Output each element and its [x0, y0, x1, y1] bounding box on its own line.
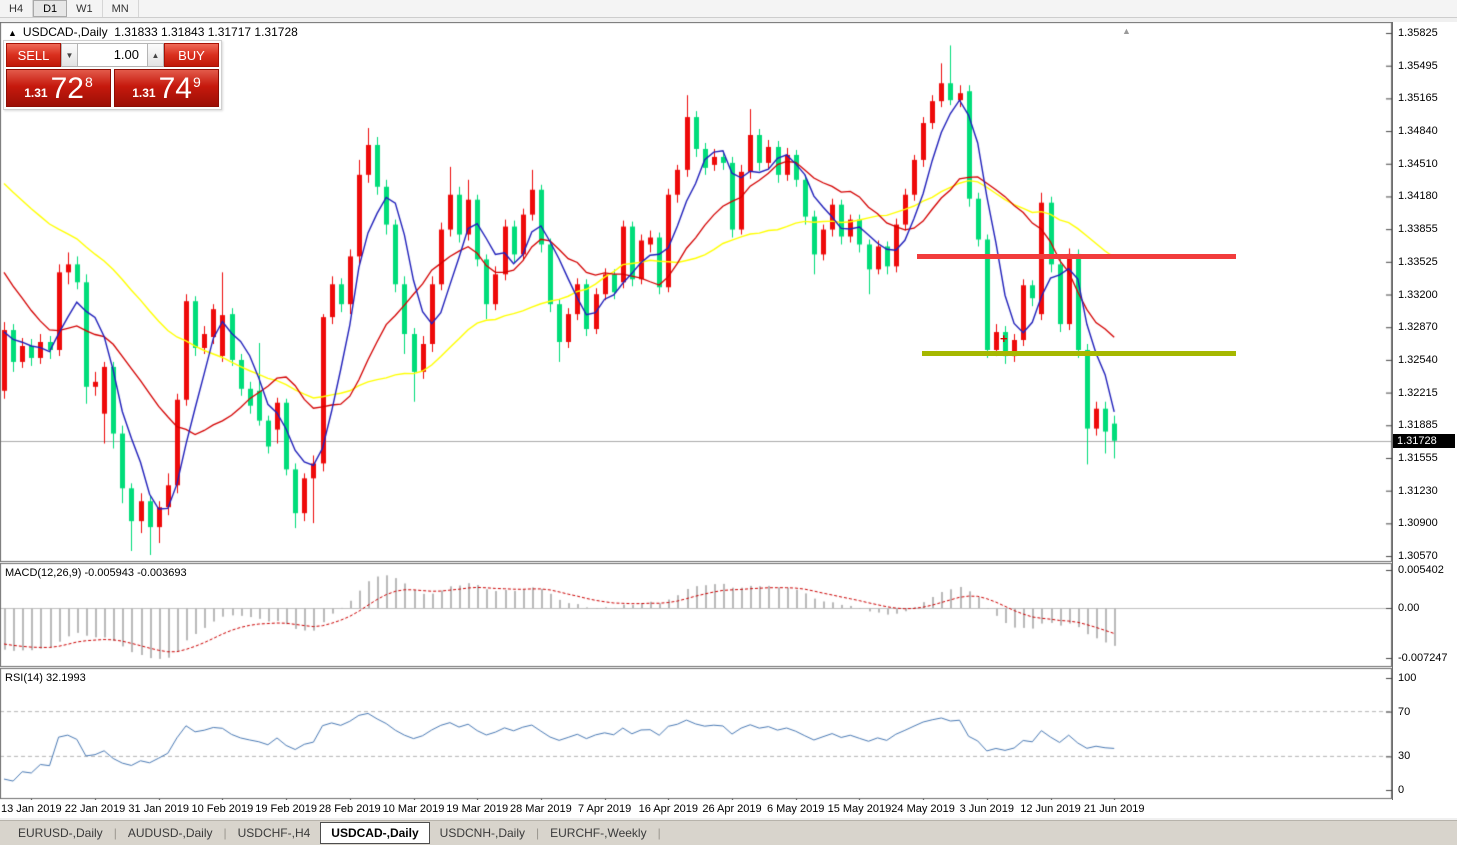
chart-tab-bar: EURUSD-,Daily | AUDUSD-,Daily | USDCHF-,H4…: [0, 820, 1457, 845]
price-scale-label: 1.32540: [1398, 353, 1438, 366]
rsi-scale-label: 70: [1398, 705, 1411, 718]
tab-separator: |: [536, 826, 540, 840]
volume-input[interactable]: 1.00: [78, 43, 147, 67]
buy-button[interactable]: BUY: [164, 43, 219, 67]
price-scale-label: 1.34840: [1398, 125, 1438, 138]
tab-separator: |: [657, 826, 661, 840]
tab-audusd-daily[interactable]: AUDUSD-,Daily: [127, 826, 213, 840]
chart-title: ▲ USDCAD-,Daily 1.31833 1.31843 1.31717 1…: [8, 25, 298, 39]
volume-increase-button[interactable]: ▲: [147, 43, 164, 67]
price-scale-label: 1.31230: [1398, 484, 1438, 497]
date-axis-label: 7 Apr 2019: [577, 803, 632, 815]
one-click-trading-widget: SELL ▼ 1.00 ▲ BUY 1.31 72 8 1.31 74 9: [3, 40, 222, 110]
date-axis-label: 21 Jun 2019: [1083, 803, 1145, 815]
buy-big-figure: 1.31: [132, 86, 156, 100]
price-scale-label: 1.33525: [1398, 255, 1438, 268]
resistance-line[interactable]: [917, 254, 1236, 259]
tab-usdcad-daily[interactable]: USDCAD-,Daily: [320, 822, 430, 844]
price-scale-label: 1.35165: [1398, 92, 1438, 105]
sell-pips: 72: [50, 72, 84, 105]
symbol-label: USDCAD-,Daily: [22, 25, 108, 39]
price-scale-label: 1.33855: [1398, 223, 1438, 236]
price-scale-label: 1.34510: [1398, 157, 1438, 170]
date-axis-label: 6 May 2019: [766, 803, 825, 815]
date-axis-label: 13 Jan 2019: [1, 803, 62, 815]
buy-pip-fraction: 9: [192, 74, 201, 90]
sell-price-panel[interactable]: 1.31 72 8: [6, 69, 111, 107]
sell-pip-fraction: 8: [84, 74, 93, 90]
chart-area: 1.35825 1.35495 1.35165 1.34840 1.34510 1.341…: [0, 22, 1457, 818]
rsi-scale-label: 30: [1398, 750, 1411, 763]
support-line[interactable]: [922, 351, 1236, 356]
price-scale-label: 1.35495: [1398, 59, 1438, 72]
buy-price-panel[interactable]: 1.31 74 9: [114, 69, 219, 107]
tab-separator: |: [223, 826, 227, 840]
timeframe-w1-button[interactable]: W1: [67, 0, 103, 17]
price-scale-label: 1.35825: [1398, 27, 1438, 39]
date-axis-label: 26 Apr 2019: [702, 803, 762, 815]
sell-button[interactable]: SELL: [6, 43, 61, 67]
price-scale[interactable]: 1.35825 1.35495 1.35165 1.34840 1.34510 1.341…: [1392, 22, 1457, 800]
buy-pips: 74: [158, 72, 192, 105]
rsi-scale-label: 100: [1398, 672, 1417, 684]
symbol-marker-icon: ▲: [8, 28, 17, 38]
ohlc-values: 1.31833 1.31843 1.31717 1.31728: [114, 25, 298, 39]
tab-eurusd-daily[interactable]: EURUSD-,Daily: [18, 826, 103, 840]
price-scale-label: 1.32215: [1398, 386, 1438, 399]
tab-separator: |: [113, 826, 117, 840]
macd-scale-label: 0.005402: [1398, 564, 1444, 576]
date-axis-label: 28 Mar 2019: [510, 803, 572, 815]
date-axis-label: 10 Mar 2019: [382, 803, 445, 815]
price-scale-label: 1.34180: [1398, 190, 1438, 203]
date-axis-label: 12 Jun 2019: [1020, 803, 1081, 815]
price-chart-canvas[interactable]: [0, 22, 1392, 800]
macd-label: MACD(12,26,9) -0.005943 -0.003693: [5, 567, 187, 579]
price-scale-label: 1.31885: [1398, 419, 1438, 432]
date-axis-label: 19 Mar 2019: [446, 803, 509, 815]
volume-decrease-button[interactable]: ▼: [61, 43, 78, 67]
macd-scale-label: 0.00: [1398, 602, 1420, 614]
tab-usdcnh-daily[interactable]: USDCNH-,Daily: [439, 826, 525, 840]
rsi-scale-label: 0: [1398, 784, 1405, 796]
order-marker-icon: +: [1000, 331, 1008, 346]
rsi-label: RSI(14) 32.1993: [5, 672, 86, 684]
tab-usdchf-h4[interactable]: USDCHF-,H4: [237, 826, 311, 840]
tab-eurchf-weekly[interactable]: EURCHF-,Weekly: [550, 826, 647, 840]
price-scale-label: 1.30900: [1398, 517, 1438, 530]
chart-shift-marker-icon: ▲: [1122, 26, 1131, 36]
date-axis-label: 28 Feb 2019: [318, 803, 381, 815]
timeframe-h4-button[interactable]: H4: [0, 0, 34, 17]
date-axis-label: 31 Jan 2019: [128, 803, 189, 815]
current-price-badge: 1.31728: [1393, 434, 1455, 448]
price-scale-label: 1.31555: [1398, 451, 1438, 464]
timeframe-toolbar: H4 D1 W1 MN: [0, 0, 1457, 18]
timeframe-mn-button[interactable]: MN: [103, 0, 139, 17]
macd-scale-label: -0.007247: [1398, 652, 1448, 664]
price-scale-label: 1.30570: [1398, 550, 1438, 563]
date-axis-label: 22 Jan 2019: [64, 803, 126, 815]
sell-big-figure: 1.31: [24, 86, 48, 100]
date-axis-label: 10 Feb 2019: [191, 803, 254, 815]
date-axis-label: 24 May 2019: [891, 803, 955, 815]
date-axis-label: 16 Apr 2019: [638, 803, 698, 815]
date-axis-label: 3 Jun 2019: [959, 803, 1015, 815]
price-scale-label: 1.33200: [1398, 288, 1438, 301]
timeframe-d1-button[interactable]: D1: [33, 0, 68, 17]
price-scale-label: 1.32870: [1398, 321, 1438, 334]
date-axis-label: 15 May 2019: [827, 803, 892, 815]
date-axis-label: 19 Feb 2019: [255, 803, 317, 815]
